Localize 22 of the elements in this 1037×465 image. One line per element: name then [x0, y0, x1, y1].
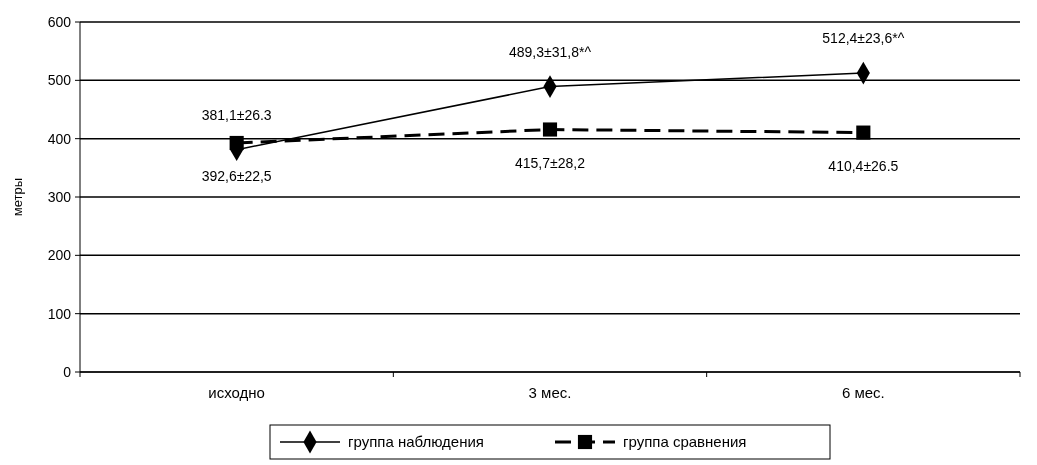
point: [229, 135, 244, 151]
data-label: 512,4±23,6*^: [822, 30, 905, 47]
data-label: 415,7±28,2: [515, 154, 586, 171]
y-tick-label: 600: [47, 13, 72, 30]
data-label: 489,3±31,8*^: [509, 43, 592, 60]
legend-label: группа наблюдения: [348, 433, 484, 451]
y-tick-label: 200: [47, 247, 72, 264]
x-tick-label: 3 мес.: [528, 384, 572, 401]
legend-label: группа сравнения: [623, 433, 747, 451]
point: [856, 125, 871, 140]
data-label: 410,4±26.5: [828, 157, 899, 174]
y-tick-label: 300: [47, 188, 72, 205]
y-axis-title: метры: [10, 177, 25, 217]
point: [542, 122, 558, 137]
y-tick-label: 100: [47, 305, 72, 322]
y-tick-label: 500: [47, 72, 72, 89]
data-label: 381,1±26.3: [201, 106, 272, 123]
y-tick-label: 400: [47, 130, 72, 147]
x-tick-label: 6 мес.: [841, 384, 885, 401]
data-label: 392,6±22,5: [201, 167, 272, 184]
y-tick-label: 0: [63, 363, 72, 380]
x-tick-label: исходно: [208, 384, 265, 401]
